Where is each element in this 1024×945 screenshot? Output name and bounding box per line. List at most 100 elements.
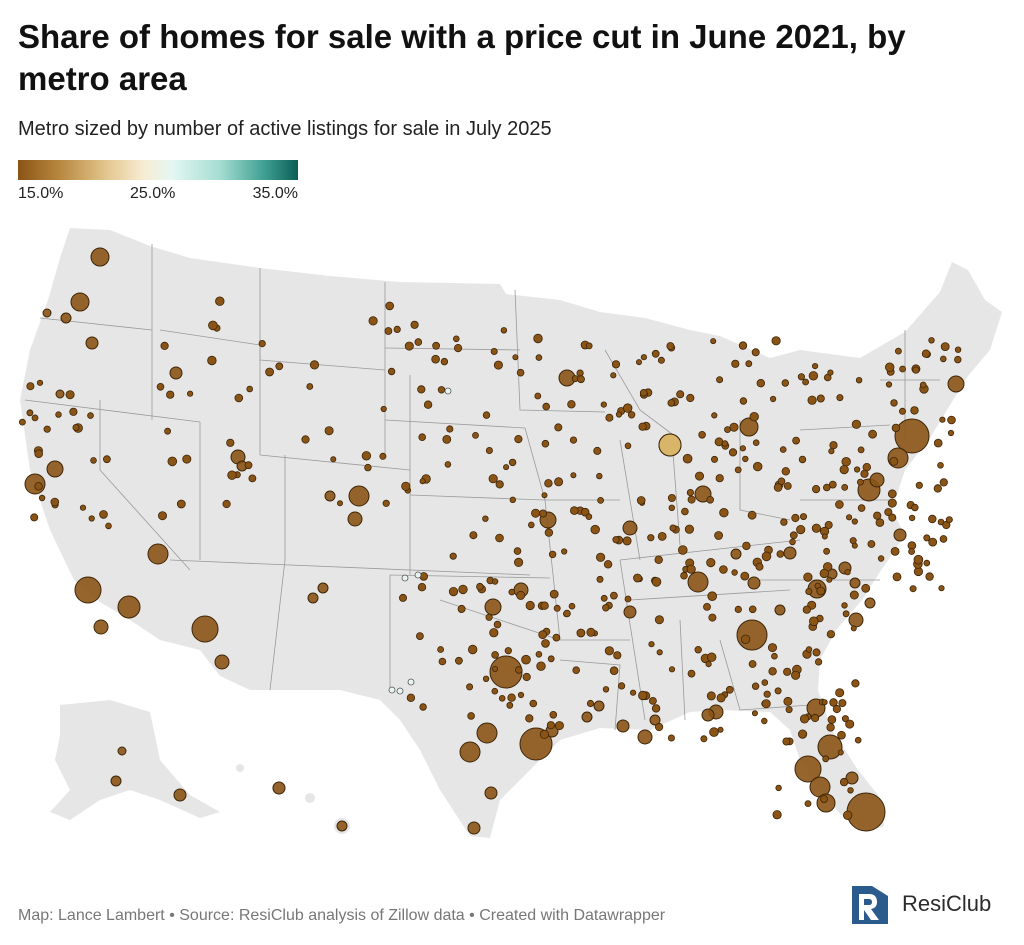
metro-bubble-small [525, 714, 534, 723]
metro-bubble-small [609, 666, 619, 675]
metro-bubble-small [884, 508, 893, 517]
metro-bubble-small [791, 513, 800, 523]
metro-bubble-small [431, 354, 440, 364]
metro-bubble-small [785, 706, 793, 714]
metro-bubble-small [544, 528, 554, 537]
state-borders [24, 244, 940, 731]
metro-bubble-high [401, 574, 409, 582]
metro-bubble-small [802, 605, 811, 614]
metro-bubble-small [30, 513, 39, 522]
metro-bubble-small [99, 510, 108, 519]
metro-bubble-small [444, 461, 452, 468]
metro-bubble-small [88, 515, 95, 522]
metro-bubble [739, 417, 759, 437]
metro-bubble-small [939, 478, 948, 487]
metro-bubble-small [748, 605, 757, 614]
metro-bubble-small [491, 651, 499, 659]
metro-bubble-small [617, 682, 626, 690]
metro-bubble-small [585, 513, 593, 520]
metro-bubble-small [624, 595, 632, 603]
metro-bubble-small [385, 301, 395, 311]
metro-bubble-small [586, 627, 596, 637]
metro-bubble-small [703, 603, 711, 611]
metro-bubble-small [466, 683, 474, 691]
metro-bubble-small [515, 666, 523, 674]
metro-bubble-small [686, 488, 695, 497]
metro-bubble [74, 576, 102, 604]
metro-bubble-small [686, 393, 695, 403]
metro-bubble-small [910, 406, 919, 415]
metro-bubble-small [947, 429, 955, 437]
metro-bubble-small [857, 504, 866, 512]
metro-bubble-small [417, 583, 427, 592]
metro-bubble-small [768, 643, 778, 653]
metro-bubble [272, 781, 286, 795]
metro-bubble-small [783, 696, 793, 706]
metro-bubble-small [414, 338, 423, 346]
metro-bubble-small [835, 500, 844, 509]
metro-bubble-small [38, 494, 46, 502]
metro-bubble-small [908, 548, 915, 555]
metro-bubble [701, 708, 715, 722]
metro-bubble-small [827, 715, 837, 724]
metro-bubble [783, 546, 797, 560]
metro-bubble-small [623, 403, 633, 413]
metro-bubble-small [612, 536, 620, 544]
resiclub-logo: ResiClub [846, 880, 991, 928]
metro-bubble-small [500, 327, 508, 334]
metro-bubble [476, 722, 498, 744]
metro-bubble-small [469, 531, 478, 540]
metro-bubble-small [828, 448, 835, 455]
metro-bubble-small [792, 436, 800, 445]
metro-bubble-small [382, 499, 390, 507]
metro-bubble-small [771, 336, 781, 346]
metro-bubble [55, 389, 65, 399]
metro-bubble-small [739, 397, 748, 405]
metro-bubble-small [728, 448, 738, 457]
metro-bubble-small [379, 452, 387, 460]
chart-title: Share of homes for sale with a price cut… [18, 18, 906, 97]
metro-bubble-small [851, 679, 860, 688]
metro-bubble-small [716, 376, 724, 384]
border-or-south [24, 399, 201, 423]
metro-bubble-small [561, 548, 568, 555]
metro-bubble [459, 741, 481, 763]
metro-bubble-small [485, 446, 493, 454]
metro-bubble [887, 447, 909, 469]
metro-bubble-high [444, 387, 452, 395]
metro-bubble-small [912, 366, 920, 374]
metro-bubble-small [938, 585, 945, 592]
metro-bubble-small [569, 506, 579, 515]
metro-bubble [317, 582, 329, 594]
metro-bubble-small [31, 414, 39, 422]
metro-bubble-small [780, 518, 788, 526]
metro-bubble-small [740, 634, 751, 645]
metro-bubble-small [657, 532, 667, 541]
metro-bubble-small [742, 541, 751, 551]
metro-bubble [347, 511, 363, 527]
contiguous-us-shape [20, 228, 1002, 838]
metro-bubble-small [857, 478, 864, 486]
metro-bubble-small [890, 399, 898, 407]
metro-bubble-small [585, 342, 593, 350]
metro-bubble-small [797, 373, 806, 381]
metro-bubble [93, 619, 109, 635]
metro-bubble-small [816, 586, 826, 596]
metro-bubble-small [700, 735, 708, 743]
metro-bubble [85, 336, 99, 350]
metro-bubble-small [417, 385, 426, 394]
chart-subtitle: Metro sized by number of active listings… [18, 118, 552, 140]
metro-bubble-small [554, 423, 563, 432]
metro-bubble-small [747, 510, 757, 520]
metro-bubble-small [811, 484, 821, 494]
metro-bubble [848, 612, 864, 628]
metro-bubble-small [933, 438, 943, 448]
metro-bubble-small [438, 657, 447, 666]
metro-bubble-small [26, 409, 34, 417]
metro-bubble [90, 247, 110, 267]
metro-bubble-small [828, 480, 837, 489]
metro-bubble-small [808, 371, 819, 381]
metro-bubble-small [749, 412, 759, 422]
metro-bubble-small [826, 630, 836, 639]
metro-bubble-small [513, 547, 522, 555]
